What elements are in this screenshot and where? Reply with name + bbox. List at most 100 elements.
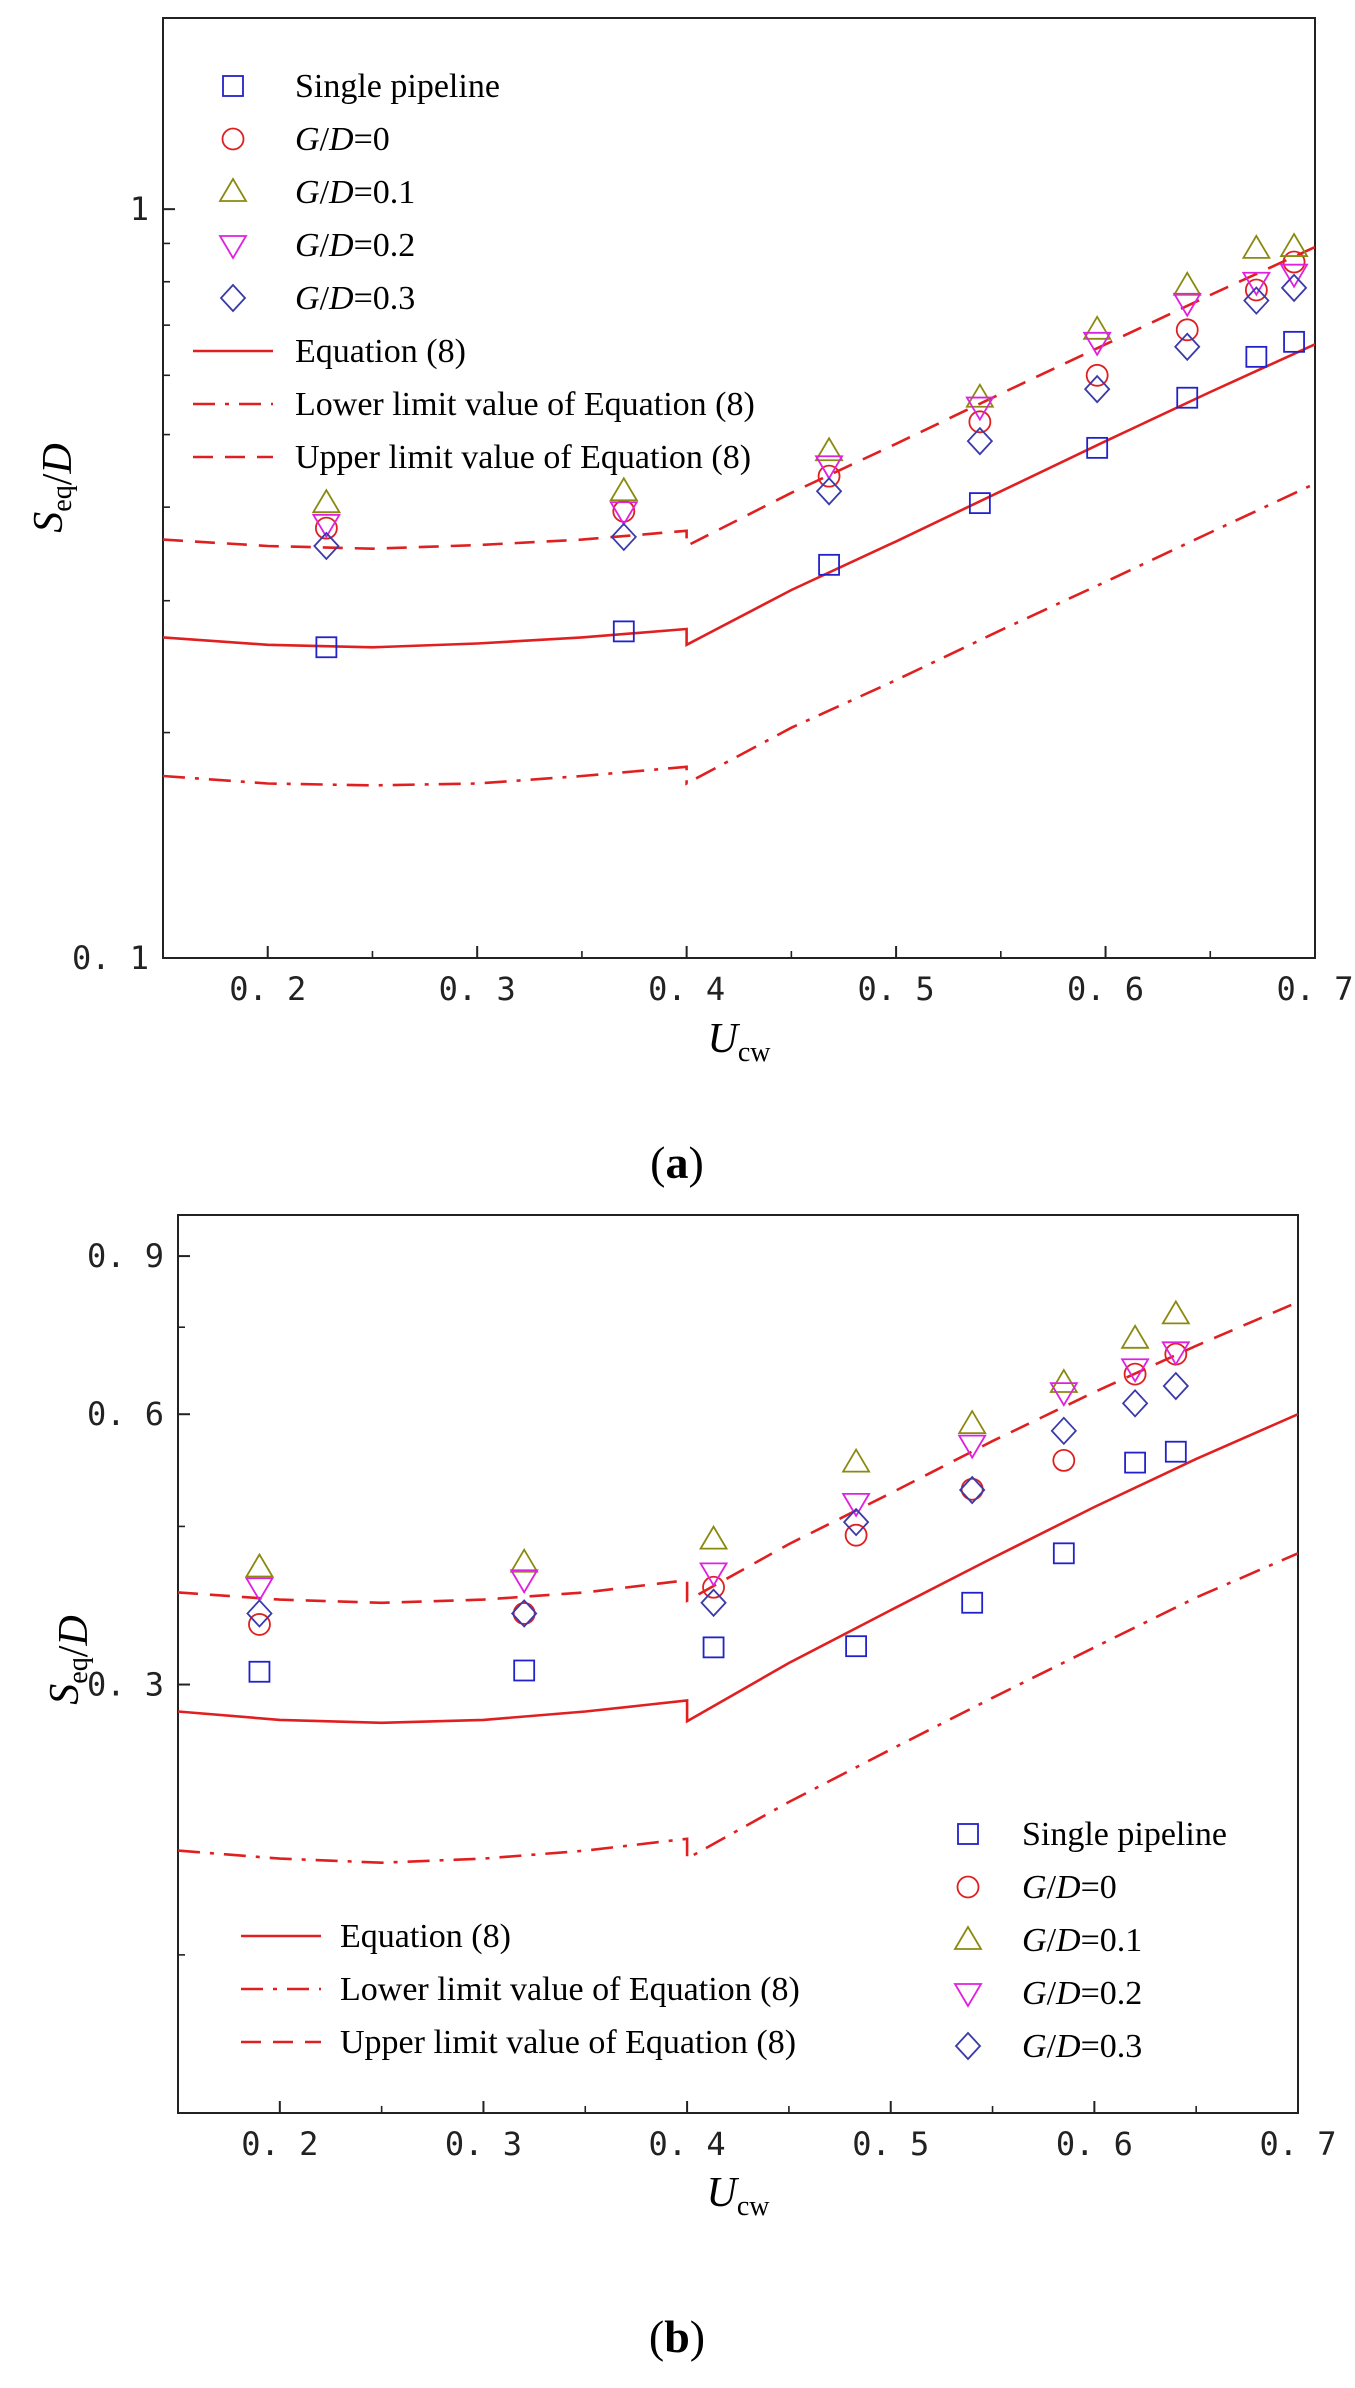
point-s4	[958, 1475, 986, 1505]
point-s1	[1052, 1448, 1076, 1472]
point-s1	[1123, 1362, 1147, 1386]
legend-marker-s1	[221, 127, 245, 151]
y-axis-label: Seq/D	[42, 1615, 97, 1704]
legend-label-s2: G/D=0.1	[1022, 1922, 1142, 1959]
point-s1	[248, 1613, 271, 1636]
point-s2	[698, 1524, 729, 1550]
curve-l1	[163, 482, 1315, 787]
x-tick-label: 0. 4	[648, 970, 725, 1008]
legend-marker-s1	[956, 1875, 980, 1899]
x-axis-label: Ucw	[707, 2170, 771, 2222]
legend-label-s4: G/D=0.3	[295, 280, 415, 317]
point-s3	[1161, 1341, 1191, 1367]
legend-label-s3: G/D=0.2	[1022, 1975, 1142, 2012]
chart-a: 0. 2 0. 3 0. 4 0. 5 0. 6 0. 7 0. 1 1 Single pipe…	[26, 17, 1354, 1188]
point-s2	[1049, 1368, 1079, 1393]
point-s4	[1121, 1388, 1149, 1418]
legend-label-s1: G/D=0	[1022, 1869, 1117, 1906]
point-s1	[702, 1575, 725, 1599]
point-s3	[1082, 331, 1112, 357]
point-s0	[1176, 386, 1199, 409]
x-tick-label: 0. 3	[445, 2125, 522, 2163]
point-s3	[1241, 271, 1271, 297]
legend-label-l1: Lower limit value of Equation (8)	[295, 386, 755, 423]
x-tick-label: 0. 5	[852, 2125, 929, 2163]
plot-frame	[177, 1214, 1299, 2114]
point-s3	[698, 1562, 729, 1588]
point-s0	[513, 1659, 536, 1682]
point-s0	[1086, 436, 1109, 459]
point-s1	[1282, 250, 1306, 274]
legend-marker-s4	[954, 2031, 982, 2061]
point-s2	[1241, 234, 1271, 259]
point-s2	[957, 1409, 987, 1434]
legend-marker-s3	[218, 235, 248, 260]
x-tick-label: 0. 2	[241, 2125, 318, 2163]
legend-label-l0: Equation (8)	[340, 1918, 511, 1955]
point-s3	[965, 396, 995, 422]
x-tick-label: 0. 2	[229, 970, 306, 1008]
y-tick-label: 0. 3	[87, 1666, 164, 1704]
x-tick-label: 0. 7	[1259, 2125, 1336, 2163]
point-s4	[966, 426, 994, 456]
legend-label-s4: G/D=0.3	[1022, 2028, 1142, 2065]
point-s0	[818, 553, 840, 576]
point-s3	[841, 1492, 871, 1518]
data-points	[311, 232, 1309, 659]
point-s1	[1244, 278, 1268, 302]
point-s4	[815, 476, 843, 506]
legend-label-l1: Lower limit value of Equation (8)	[340, 1971, 800, 2008]
x-tick-label: 0. 5	[858, 970, 935, 1008]
point-s4	[1280, 273, 1308, 303]
point-s0	[315, 636, 338, 659]
point-s3	[1049, 1382, 1079, 1407]
point-s1	[1085, 363, 1109, 387]
legend-label-l2: Upper limit value of Equation (8)	[295, 439, 751, 476]
x-tick-label: 0. 4	[649, 2125, 726, 2163]
legend-marker-s3	[953, 1983, 983, 2008]
legend-marker-s4	[219, 283, 247, 313]
point-s0	[1283, 330, 1305, 353]
point-s0	[1124, 1451, 1146, 1474]
legend-marker-s2	[218, 177, 248, 202]
point-s4	[1050, 1416, 1078, 1446]
legend-marker-s0	[222, 75, 244, 97]
plot-frame	[162, 17, 1316, 959]
curves	[178, 1300, 1298, 1865]
y-axis-label: Seq/D	[26, 443, 81, 532]
point-s1	[960, 1477, 984, 1501]
point-s0	[1245, 345, 1268, 368]
point-s3	[1172, 292, 1202, 318]
point-s4	[842, 1507, 870, 1537]
point-s2	[1161, 1299, 1191, 1325]
point-s0	[1052, 1542, 1075, 1565]
point-s0	[845, 1635, 868, 1658]
point-s4	[313, 531, 340, 561]
point-s0	[968, 492, 991, 515]
point-s0	[1164, 1440, 1187, 1463]
legend-label-s0: Single pipeline	[1022, 1816, 1227, 1853]
curve-l2	[163, 245, 1315, 551]
point-s2	[609, 476, 639, 502]
point-s2	[841, 1447, 871, 1473]
legend-marker-s0	[957, 1823, 979, 1845]
legend-label-l0: Equation (8)	[295, 333, 466, 370]
panel-caption: (a)	[650, 1137, 704, 1188]
point-s0	[612, 620, 635, 643]
legend-label-s2: G/D=0.1	[295, 174, 415, 211]
point-s1	[314, 516, 338, 540]
chart-b: 0. 2 0. 3 0. 4 0. 5 0. 6 0. 7 0. 3 0. 6 0. 9 Equa…	[42, 1214, 1337, 2362]
x-tick-label: 0. 7	[1276, 970, 1353, 1008]
y-tick-label: 1	[130, 190, 149, 228]
x-tick-label: 0. 6	[1067, 970, 1144, 1008]
point-s4	[1174, 332, 1201, 362]
point-s3	[1120, 1358, 1150, 1384]
point-s4	[246, 1599, 273, 1628]
point-s3	[957, 1434, 987, 1460]
point-s2	[1082, 315, 1112, 340]
point-s0	[702, 1636, 725, 1659]
curve-l2	[178, 1300, 1298, 1605]
point-s3	[1279, 263, 1309, 289]
point-s1	[1175, 318, 1199, 342]
point-s2	[965, 382, 995, 408]
